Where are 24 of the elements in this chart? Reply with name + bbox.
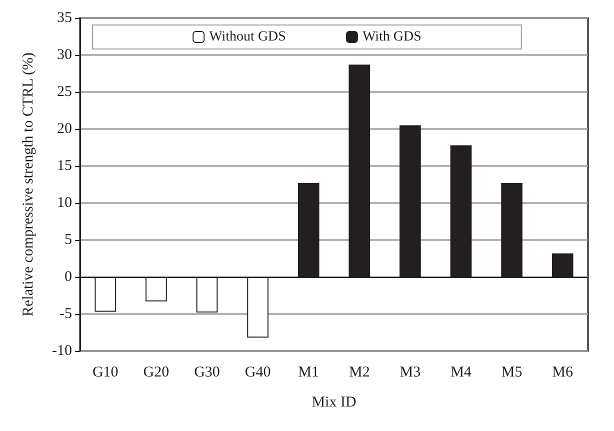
x-tick-label: M3 bbox=[400, 364, 421, 380]
x-axis-title: Mix ID bbox=[312, 394, 356, 410]
y-tick-label: 35 bbox=[57, 10, 72, 26]
y-tick-label: 5 bbox=[64, 232, 72, 248]
x-tick-label: M4 bbox=[450, 364, 472, 380]
x-tick-label: G20 bbox=[143, 364, 170, 380]
x-tick-label: M5 bbox=[501, 364, 522, 380]
x-tick-label: G10 bbox=[92, 364, 118, 380]
y-tick-label: 20 bbox=[57, 121, 72, 137]
y-tick-label: 30 bbox=[57, 47, 72, 63]
y-tick-label: -10 bbox=[52, 343, 72, 359]
x-tick-label: G30 bbox=[194, 364, 220, 380]
x-tick-label: M2 bbox=[348, 364, 370, 380]
y-tick-label: -5 bbox=[60, 306, 72, 322]
y-tick-label: 25 bbox=[57, 84, 72, 100]
y-tick-label: 10 bbox=[57, 195, 72, 211]
y-tick-label: 0 bbox=[64, 269, 72, 285]
y-tick-label: 15 bbox=[57, 158, 72, 174]
x-tick-label: M1 bbox=[298, 364, 320, 380]
legend-label: With GDS bbox=[362, 30, 422, 44]
legend-label: Without GDS bbox=[209, 30, 286, 44]
y-axis-title: Relative compressive strength to CTRL (%) bbox=[20, 52, 36, 316]
x-tick-label: G40 bbox=[244, 364, 271, 380]
x-tick-label: M6 bbox=[552, 364, 574, 380]
